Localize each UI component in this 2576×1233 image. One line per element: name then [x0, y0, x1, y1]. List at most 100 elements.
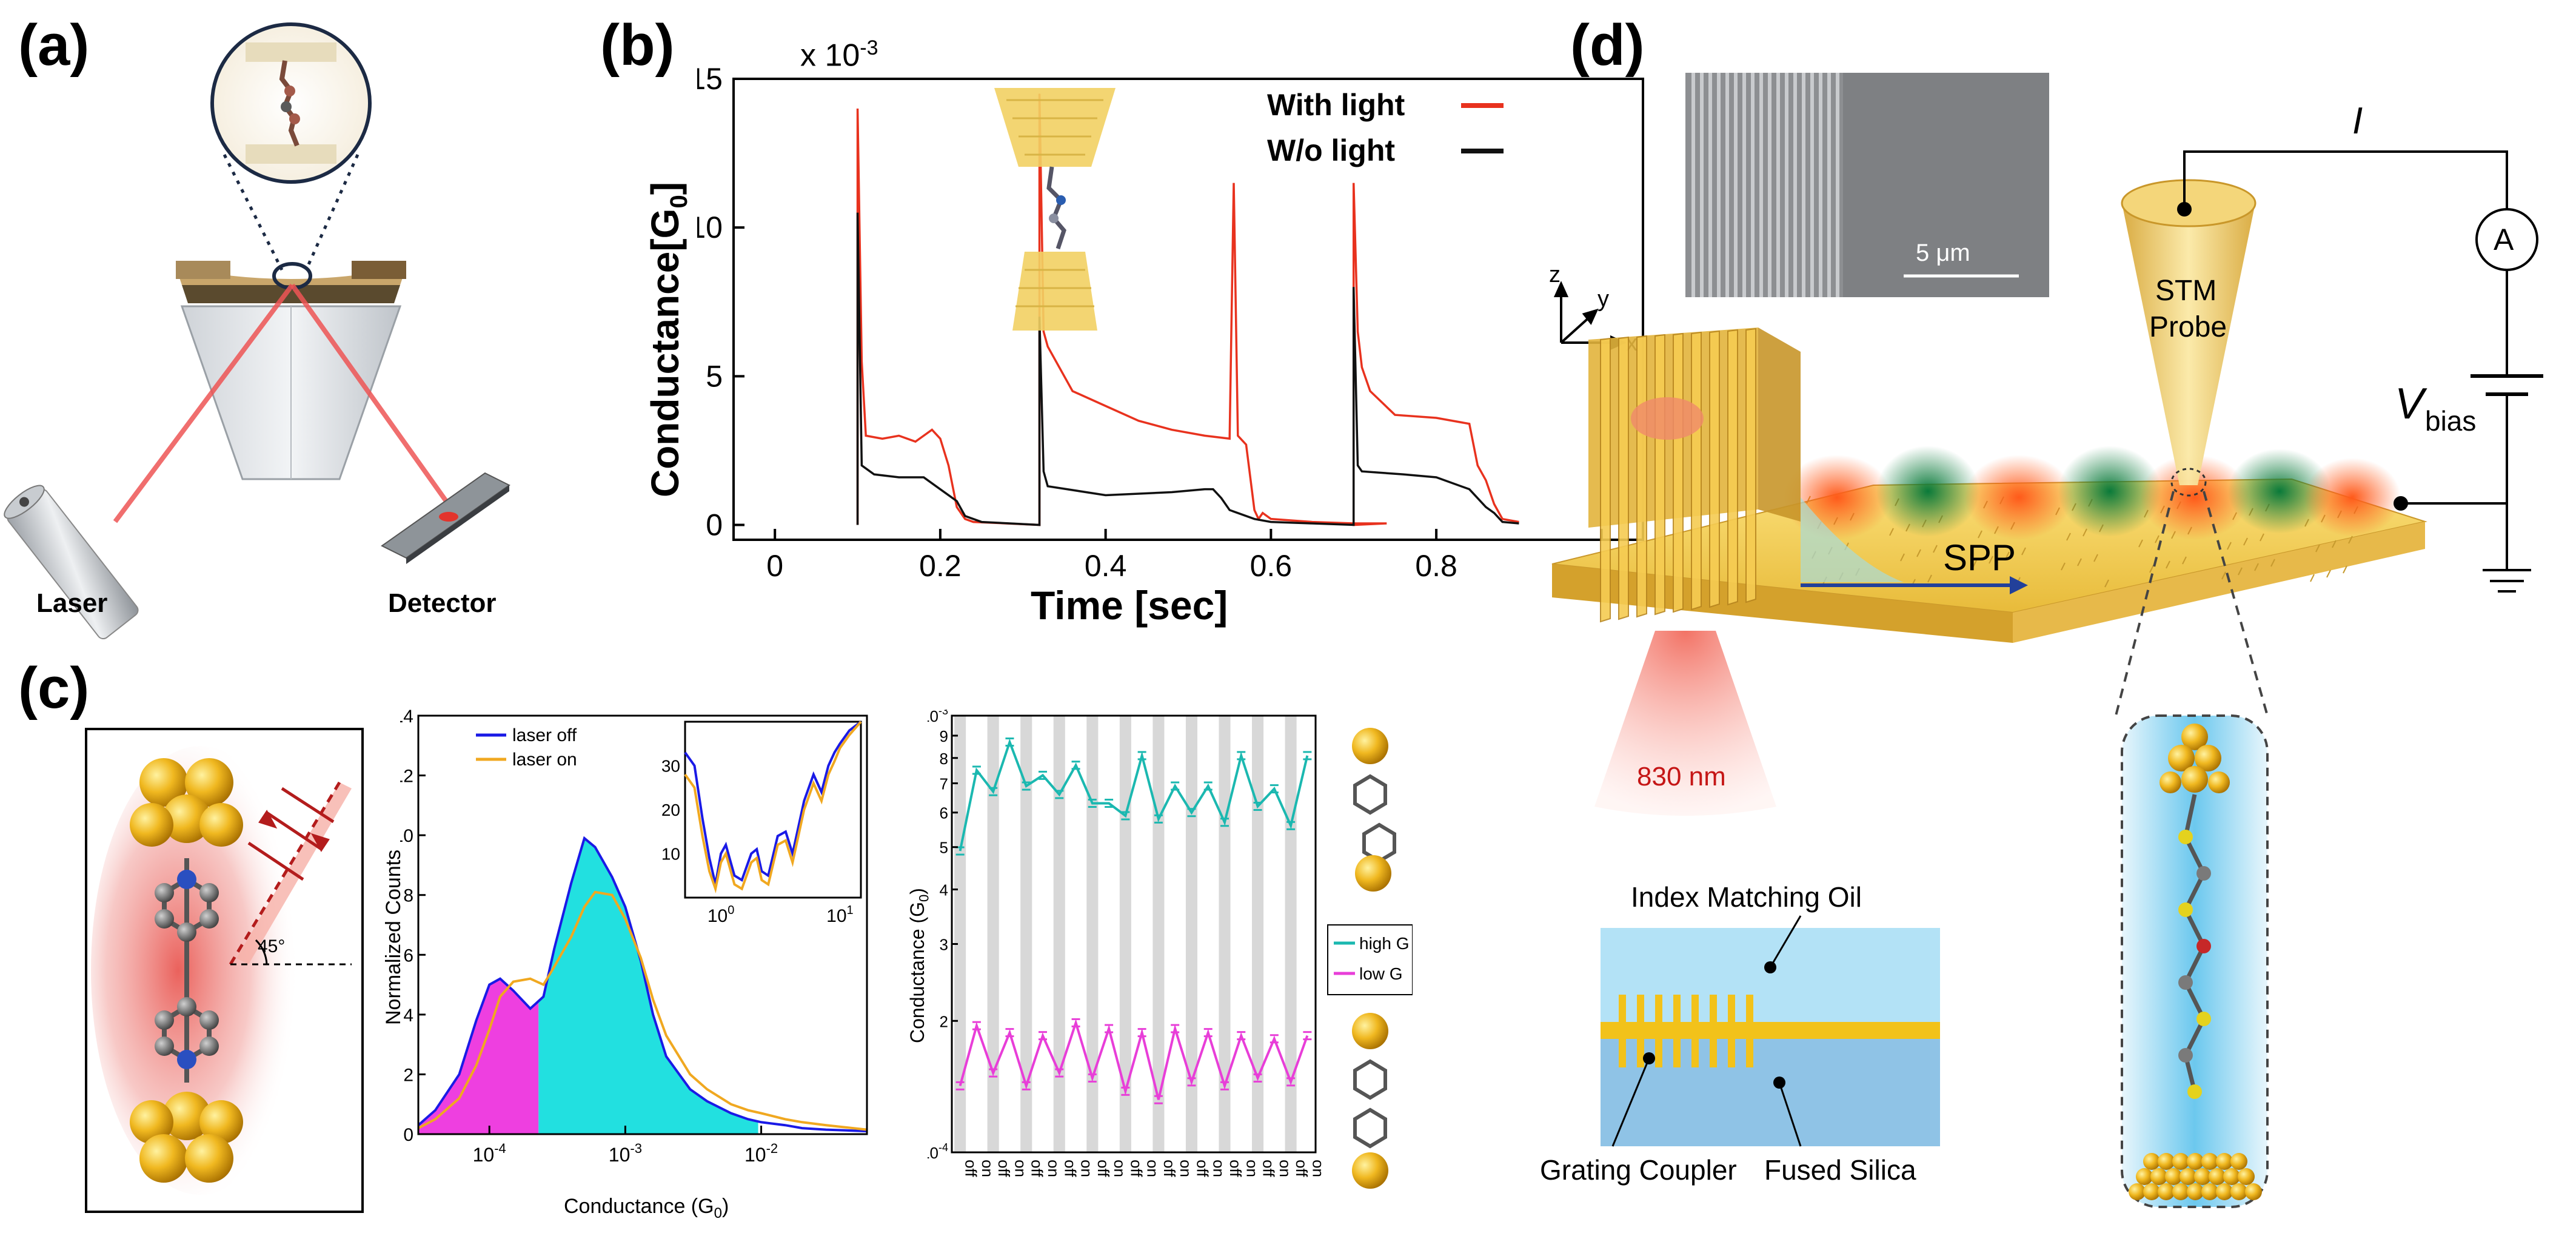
sem-stripe: [1734, 73, 1738, 297]
wavelength-label: 830 nm: [1637, 762, 1726, 791]
surface-dash: [1978, 530, 1982, 539]
ammeter-label: A: [2494, 223, 2514, 257]
surface-dash: [2238, 567, 2243, 576]
gold-atom: [2194, 1168, 2211, 1185]
series-line-with-light: [856, 93, 1519, 526]
cross-section-fin: [1619, 995, 1626, 1067]
y-tick-label: 10-4: [928, 1141, 948, 1162]
off-state-band: [1219, 716, 1231, 1152]
x-tick-label: on: [1309, 1160, 1327, 1177]
x-tick-label: off: [1061, 1160, 1079, 1177]
index-matching-oil-label: Index Matching Oil: [1631, 881, 1862, 913]
gold-atom: [2158, 1153, 2175, 1170]
gold-atom: [2216, 1183, 2233, 1200]
gold-atom: [2245, 1183, 2262, 1200]
surface-dash: [2227, 542, 2232, 550]
gold-atom: [2172, 1183, 2189, 1200]
cross-section-fin: [1746, 995, 1753, 1067]
surface-dash: [2066, 533, 2071, 541]
surface-dash: [2166, 560, 2170, 569]
sem-stripe: [1725, 73, 1729, 297]
inset-x-tick-label: 100: [708, 904, 735, 926]
spp-label: SPP: [1943, 537, 2016, 578]
surface-dash: [2254, 563, 2259, 571]
grating-coupler-label: Grating Coupler: [1540, 1154, 1737, 1186]
legend-laser-off: laser off: [512, 725, 577, 745]
cross-section-fin: [1728, 995, 1735, 1067]
off-state-band: [1252, 716, 1264, 1152]
panel-c-molecule-illustration: 45°: [85, 728, 364, 1213]
surface-dash: [2021, 547, 2026, 556]
y-tick-label: 2: [940, 1012, 948, 1030]
legend-high-g: high G: [1359, 934, 1410, 953]
chart-b-molecule-inset: [994, 88, 1116, 331]
waveguide-cross-section: [1601, 915, 1940, 1147]
y-tick-label: 10: [697, 210, 723, 244]
gold-atom: [2143, 1183, 2160, 1200]
gold-atom: [2129, 1183, 2146, 1200]
chart-b-xlabel: Time [sec]: [1031, 583, 1228, 628]
gold-atom: [2230, 1153, 2247, 1170]
sem-stripe: [1819, 73, 1822, 297]
fused-silica-label: Fused Silica: [1764, 1154, 1916, 1186]
x-tick-label: on: [979, 1160, 997, 1177]
surface-dash: [2093, 554, 2098, 562]
series-line-high-g: [958, 738, 1309, 852]
surface-dash: [2221, 571, 2226, 580]
grating-fin: [1727, 329, 1738, 606]
chart-b-ylabel: Conductance[G0]: [643, 181, 692, 497]
off-state-band: [1153, 716, 1165, 1152]
detector-label: Detector: [388, 588, 497, 618]
off-state-band: [954, 716, 966, 1152]
surface-dash: [2149, 565, 2154, 573]
y-tick-label: 2: [403, 1065, 413, 1085]
legend-with-light: With light: [1267, 88, 1405, 122]
off-state-band: [1053, 716, 1065, 1152]
chart-b-conductance-traces: 00.20.40.60.81051015 With light W/o ligh…: [697, 67, 1644, 583]
y-tick-label: 4: [403, 1006, 413, 1026]
y-tick-label: 5: [940, 839, 948, 857]
grating-fin: [1600, 337, 1611, 623]
surface-dash: [2155, 535, 2159, 543]
surface-dash: [1989, 556, 1993, 564]
y-tick-label: 9: [940, 727, 948, 745]
x-tick-label: 0.4: [1085, 549, 1127, 583]
x-tick-label: off: [1160, 1160, 1179, 1177]
spp-wave-shape: [1801, 497, 1904, 582]
molecule-atoms: [2178, 830, 2211, 1099]
y-tick-label: 0: [706, 508, 723, 542]
inset-y-tick-label: 20: [661, 801, 680, 819]
x-tick-label: off: [1127, 1160, 1145, 1177]
gold-atom: [2230, 1183, 2247, 1200]
sem-stripe: [1751, 73, 1755, 297]
off-state-band: [1119, 716, 1131, 1152]
vbias-subscript: bias: [2425, 405, 2476, 437]
sem-stripe: [1810, 73, 1814, 297]
series-line-laser-off: [417, 836, 868, 1133]
gold-atom: [2136, 1168, 2153, 1185]
laser-label: Laser: [36, 588, 108, 618]
chart-c-histogram: 0 2 4 6 8 10 12 14 10-4 10-3 10-2 laser off laser …: [400, 710, 868, 1166]
y-tick-label: 10-3: [928, 710, 948, 725]
y-tick-label: 7: [940, 775, 948, 793]
high-g-molecule-icon: [1352, 728, 1396, 892]
surface-dash: [1900, 553, 1905, 562]
sem-stripe: [1793, 73, 1797, 297]
surface-dash: [1972, 560, 1977, 568]
surface-dash: [1916, 549, 1921, 557]
sem-stripe: [1776, 73, 1780, 297]
legend-low-g: low G: [1359, 964, 1403, 983]
x-tick-label: off: [1293, 1160, 1311, 1177]
sem-stripe: [1768, 73, 1771, 297]
sem-stripe: [1836, 73, 1839, 297]
x-tick-label: 0: [766, 549, 783, 583]
surface-dash: [2326, 569, 2331, 578]
chart-c-hist-frame: [417, 714, 868, 1135]
y-tick-label: 6: [940, 804, 948, 822]
laser-icon: [4, 485, 139, 640]
surface-dash: [2260, 533, 2264, 542]
sem-stripe: [1717, 73, 1721, 297]
y-tick-label: 15: [697, 67, 723, 96]
off-state-band: [1020, 716, 1032, 1152]
surface-dash: [2332, 540, 2337, 548]
